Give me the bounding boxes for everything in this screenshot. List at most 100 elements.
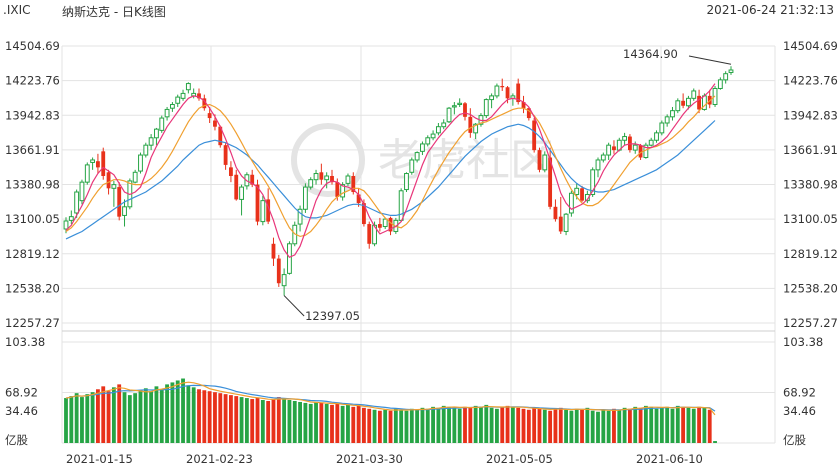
- price-tick-label: 12538.20: [783, 281, 838, 295]
- candle-body: [654, 132, 659, 141]
- candles: [63, 66, 734, 296]
- high-value-label: 14364.90: [623, 47, 678, 61]
- candle-body: [169, 104, 175, 109]
- candle-body: [117, 187, 122, 217]
- candle-body: [143, 144, 149, 156]
- volume-bar: [441, 405, 446, 443]
- candle-body: [584, 193, 590, 202]
- candle-body: [106, 172, 111, 189]
- candle-body: [297, 208, 303, 225]
- volume-bar: [617, 409, 622, 443]
- candle-body: [521, 102, 526, 109]
- candle-body: [723, 73, 729, 81]
- volume-axis-left: 103.38 68.92 34.46 亿股: [5, 335, 45, 447]
- candle-body: [542, 154, 548, 171]
- candle-body: [425, 137, 431, 145]
- volume-bar: [372, 409, 377, 443]
- candle-body: [159, 117, 165, 131]
- candle-body: [234, 174, 239, 200]
- candle-body: [308, 179, 314, 188]
- candle-body: [574, 187, 580, 195]
- candle-body: [638, 145, 643, 158]
- volume-bar: [659, 407, 664, 443]
- candle-body: [266, 199, 271, 222]
- candle-body: [132, 171, 138, 183]
- volume-bar: [335, 403, 340, 443]
- volume-bar: [143, 388, 148, 443]
- candle-body: [362, 203, 366, 225]
- volume-bar: [181, 378, 185, 443]
- candle-body: [526, 108, 531, 119]
- candle-body: [532, 120, 537, 151]
- candle-body: [670, 110, 675, 118]
- volume-tick-label: 68.92: [783, 386, 816, 400]
- price-axis-right: 14504.69 14223.76 13942.83 13661.91 13380.98…: [783, 39, 838, 330]
- volume-bar: [548, 410, 553, 443]
- candle-body: [686, 97, 691, 107]
- annotations: 14364.90 12397.05: [283, 47, 732, 323]
- candle-body: [691, 90, 697, 99]
- volume-bar: [383, 409, 388, 443]
- volume-bar: [526, 409, 531, 443]
- candle-body: [164, 108, 170, 118]
- candle-body: [223, 145, 228, 165]
- candle-body: [330, 175, 334, 183]
- volume-bar: [649, 406, 654, 443]
- candle-body: [377, 224, 382, 228]
- price-tick-label: 14504.69: [5, 39, 60, 53]
- candle-body: [101, 151, 106, 176]
- candle-body: [79, 181, 85, 202]
- volume-bar: [340, 405, 345, 443]
- moving-average-lines: [65, 83, 716, 416]
- candle-body: [367, 224, 372, 244]
- candle-body: [324, 175, 330, 181]
- candle-body: [500, 86, 505, 88]
- candle-body: [590, 169, 596, 195]
- volume-bar: [713, 441, 717, 443]
- ticker-symbol: .IXIC: [3, 3, 31, 17]
- candle-body: [180, 92, 186, 99]
- candle-body: [302, 186, 308, 210]
- volume-bar: [633, 406, 638, 443]
- candle-body: [468, 116, 473, 133]
- grid-lines: [61, 45, 776, 444]
- price-tick-label: 13380.98: [5, 178, 60, 192]
- candle-body: [84, 164, 90, 183]
- candle-body: [398, 190, 404, 221]
- candle-body: [213, 120, 217, 127]
- price-tick-label: 14504.69: [783, 39, 838, 53]
- volume-bar: [643, 405, 648, 443]
- price-tick-label: 14223.76: [5, 74, 60, 88]
- ma5-line: [65, 83, 716, 259]
- volume-bar: [596, 411, 600, 443]
- volume-bar: [516, 407, 521, 443]
- volume-tick-label: 34.46: [783, 404, 816, 418]
- volume-bar: [447, 406, 451, 443]
- volume-bar: [484, 404, 489, 443]
- volume-bar: [473, 405, 478, 443]
- volume-unit-label: 亿股: [783, 433, 806, 447]
- volume-bar: [170, 382, 175, 443]
- candle-body: [664, 116, 670, 124]
- volume-bar: [415, 409, 420, 443]
- candle-body: [675, 100, 681, 112]
- candle-body: [218, 126, 223, 146]
- volume-tick-label: 34.46: [5, 404, 38, 418]
- volume-bar: [601, 409, 606, 443]
- candle-body: [681, 100, 686, 106]
- candle-body: [659, 122, 665, 134]
- volume-bar: [558, 407, 563, 443]
- candle-body: [505, 87, 510, 99]
- volume-bar: [330, 404, 334, 443]
- candle-body: [697, 95, 701, 110]
- volume-tick-label: 103.38: [5, 335, 45, 349]
- candle-body: [489, 95, 495, 101]
- price-tick-label: 12257.27: [5, 316, 60, 330]
- candle-body: [313, 173, 319, 181]
- price-axis-left: 14504.69 14223.76 13942.83 13661.91 13380.98…: [5, 39, 60, 330]
- candle-body: [63, 220, 69, 230]
- volume-bar: [500, 406, 505, 443]
- volume-bar: [324, 403, 329, 443]
- volume-bar: [574, 408, 579, 443]
